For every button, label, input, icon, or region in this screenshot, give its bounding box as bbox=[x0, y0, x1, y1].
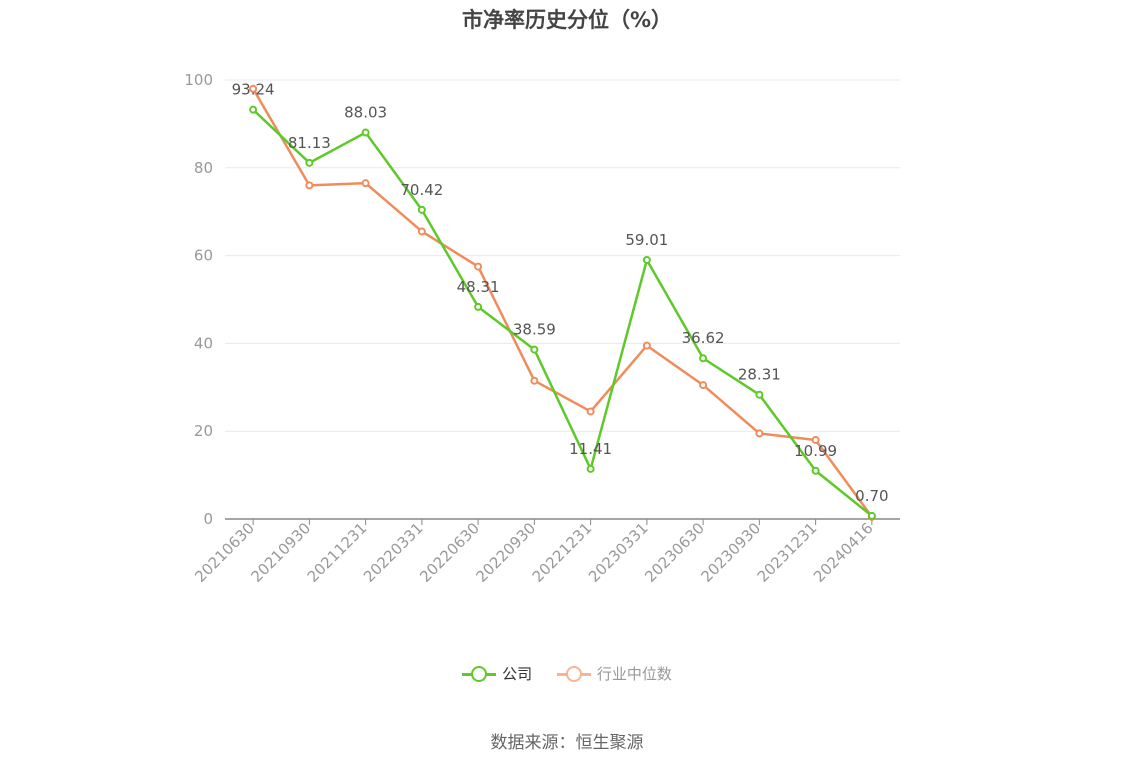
data-label: 10.99 bbox=[794, 442, 837, 460]
x-tick-label: 20230630 bbox=[641, 519, 708, 586]
x-tick-label: 20230331 bbox=[585, 519, 652, 586]
data-point-company bbox=[867, 511, 876, 520]
data-label: 36.62 bbox=[682, 329, 725, 347]
series-lines bbox=[249, 84, 876, 521]
data-label: 81.13 bbox=[288, 134, 331, 152]
data-label: 48.31 bbox=[457, 278, 500, 296]
data-label: 11.41 bbox=[569, 440, 612, 458]
x-tick-label: 20210930 bbox=[247, 519, 314, 586]
data-point-company bbox=[417, 205, 426, 214]
data-point-company bbox=[586, 464, 595, 473]
x-tick-label: 20221231 bbox=[529, 519, 596, 586]
data-label: 59.01 bbox=[625, 231, 668, 249]
series-line-company bbox=[252, 108, 873, 517]
data-point-industry bbox=[305, 181, 314, 190]
x-tick-label: 20210630 bbox=[191, 519, 258, 586]
x-tick-label: 20240416 bbox=[810, 519, 877, 586]
data-point-industry bbox=[249, 84, 258, 93]
data-point-company bbox=[755, 390, 764, 399]
data-label: 0.70 bbox=[855, 487, 888, 505]
data-point-company bbox=[642, 255, 651, 264]
data-point-industry bbox=[699, 381, 708, 390]
legend: 公司 行业中位数 bbox=[0, 663, 1134, 686]
legend-label-company: 公司 bbox=[502, 665, 533, 683]
legend-swatch-company-icon bbox=[462, 665, 497, 682]
grid-lines bbox=[225, 79, 900, 432]
legend-swatch-industry-icon bbox=[556, 665, 591, 682]
line-chart: 0204060801002021063020210930202112312022… bbox=[184, 71, 900, 586]
series-line-industry bbox=[252, 88, 873, 518]
data-labels: 93.24 81.13 88.03 70.42 48.31 38.59 11.41 59.01… bbox=[232, 81, 889, 505]
x-tick-label: 20220930 bbox=[472, 519, 539, 586]
data-point-company bbox=[699, 354, 708, 363]
legend-item-company[interactable]: 公司 bbox=[462, 663, 532, 684]
y-tick-label: 60 bbox=[194, 247, 213, 265]
data-point-company bbox=[361, 128, 370, 137]
data-point-company bbox=[474, 302, 483, 311]
data-point-company bbox=[530, 345, 539, 354]
data-label: 38.59 bbox=[513, 321, 556, 339]
x-tick-label: 20230930 bbox=[697, 519, 764, 586]
y-tick-label: 0 bbox=[203, 510, 213, 528]
x-tick-label: 20220331 bbox=[360, 519, 427, 586]
data-source: 数据来源：恒生聚源 bbox=[490, 733, 644, 753]
data-label: 88.03 bbox=[344, 104, 387, 122]
y-tick-label: 80 bbox=[194, 159, 213, 177]
data-point-industry bbox=[530, 376, 539, 385]
legend-item-industry[interactable]: 行业中位数 bbox=[556, 663, 672, 684]
x-tick-label: 20211231 bbox=[304, 519, 371, 586]
data-point-industry bbox=[755, 429, 764, 438]
data-label: 93.24 bbox=[232, 81, 275, 99]
data-point-industry bbox=[474, 262, 483, 271]
y-tick-label: 40 bbox=[194, 334, 213, 352]
data-point-industry bbox=[417, 227, 426, 236]
x-tick-label: 20231231 bbox=[754, 519, 821, 586]
chart-title: 市净率历史分位（%） bbox=[461, 8, 673, 32]
data-point-industry bbox=[361, 179, 370, 188]
data-point-company bbox=[305, 158, 314, 167]
legend-label-industry: 行业中位数 bbox=[596, 665, 672, 683]
y-tick-label: 100 bbox=[184, 71, 213, 89]
data-label: 28.31 bbox=[738, 366, 781, 384]
data-point-industry bbox=[811, 435, 820, 444]
data-point-company bbox=[249, 105, 258, 114]
data-label: 70.42 bbox=[400, 181, 443, 199]
x-tick-label: 20220630 bbox=[416, 519, 483, 586]
y-tick-label: 20 bbox=[194, 422, 213, 440]
data-point-industry bbox=[642, 341, 651, 350]
data-point-company bbox=[811, 466, 820, 475]
data-point-industry bbox=[586, 407, 595, 416]
